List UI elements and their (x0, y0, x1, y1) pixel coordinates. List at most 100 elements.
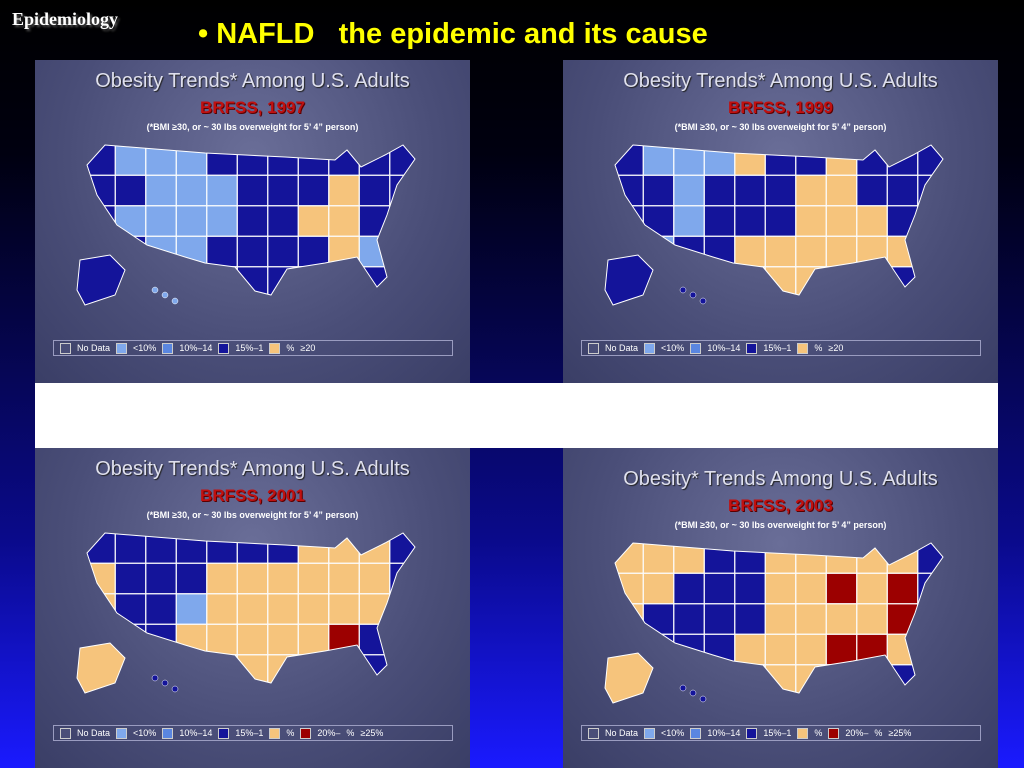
state (765, 236, 796, 267)
state (145, 205, 177, 237)
hawaii (699, 297, 707, 305)
state (795, 236, 827, 267)
legend-swatch (644, 342, 656, 354)
state (206, 563, 238, 594)
state (267, 563, 299, 594)
state (917, 664, 943, 693)
state (328, 593, 360, 625)
alaska (76, 254, 126, 306)
state (795, 543, 827, 574)
legend-label: 20%– (317, 728, 341, 738)
state (615, 603, 644, 635)
legend-swatch (746, 342, 758, 354)
legend-swatch (162, 342, 174, 354)
us-border (86, 144, 416, 296)
state (145, 236, 177, 267)
state (765, 634, 796, 665)
state (237, 236, 268, 267)
state (917, 634, 943, 665)
state (87, 563, 116, 594)
state (176, 654, 207, 683)
state (887, 175, 918, 206)
state (389, 205, 415, 237)
legend-label: <10% (133, 728, 157, 738)
state (856, 266, 888, 295)
state (206, 145, 238, 176)
state (673, 175, 705, 206)
legend-label: 15%–1 (235, 343, 264, 353)
state (643, 573, 674, 604)
state (298, 266, 329, 295)
legend-label: No Data (77, 343, 111, 353)
state (856, 573, 888, 604)
legend-label: % (874, 728, 883, 738)
us-border (86, 532, 416, 684)
legend-swatch (797, 727, 809, 739)
state (206, 593, 238, 625)
legend: No Data <10% 10%–14 15%–1% 20%–% ≥25% (53, 725, 453, 741)
state (206, 175, 238, 206)
state (359, 624, 390, 655)
state (704, 175, 735, 206)
state (237, 205, 268, 237)
states (87, 145, 415, 295)
state (704, 205, 735, 237)
state (115, 175, 146, 206)
state (176, 145, 207, 176)
legend: No Data <10% 10%–14 15%–1% ≥20 (581, 340, 981, 356)
state (887, 634, 918, 665)
state (237, 563, 268, 594)
state (176, 533, 207, 564)
state (643, 603, 674, 635)
legend-label: % (286, 343, 295, 353)
state (267, 624, 299, 655)
state (206, 236, 238, 267)
hawaii (699, 695, 707, 703)
legend-label: 15%–1 (763, 728, 792, 738)
state (389, 266, 415, 295)
legend-label: ≥25% (360, 728, 384, 738)
state (643, 145, 674, 176)
state (673, 634, 705, 665)
state (267, 236, 299, 267)
state (734, 573, 766, 604)
state (359, 563, 390, 594)
legend-label: <10% (661, 343, 685, 353)
state (115, 145, 146, 176)
legend-swatch (644, 727, 656, 739)
hawaii (151, 286, 159, 294)
state (826, 603, 857, 635)
panel-title: Obesity Trends* Among U.S. Adults (95, 70, 410, 92)
state (917, 205, 943, 237)
state (704, 145, 735, 176)
state (615, 175, 644, 206)
legend-swatch (269, 727, 281, 739)
state (704, 266, 735, 295)
hawaii (689, 291, 697, 299)
legend-label: 15%–1 (235, 728, 264, 738)
hawaii (689, 689, 697, 697)
state (87, 593, 116, 625)
state (328, 236, 360, 267)
state (615, 145, 644, 176)
state (734, 543, 766, 574)
state (267, 175, 299, 206)
state (87, 205, 116, 237)
state (176, 563, 207, 594)
state (87, 145, 116, 176)
state (115, 533, 146, 564)
legend: No Data <10% 10%–14 15%–1% 20%–% ≥25% (581, 725, 981, 741)
state (298, 563, 329, 594)
panel-title: Obesity Trends* Among U.S. Adults (623, 70, 938, 92)
state (298, 533, 329, 564)
state (795, 603, 827, 635)
state (917, 266, 943, 295)
hawaii (161, 291, 169, 299)
legend-label: No Data (77, 728, 111, 738)
alaska (604, 652, 654, 704)
state (359, 175, 390, 206)
state (704, 664, 735, 693)
state (298, 624, 329, 655)
state (643, 205, 674, 237)
legend-label: No Data (605, 728, 639, 738)
